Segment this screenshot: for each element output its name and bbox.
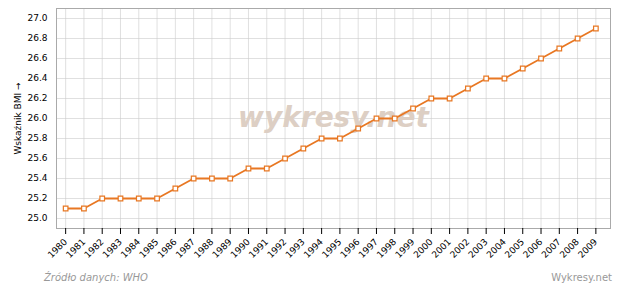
svg-text:1985: 1985 bbox=[137, 237, 160, 260]
svg-text:26.4: 26.4 bbox=[27, 73, 47, 83]
svg-text:1990: 1990 bbox=[229, 237, 252, 260]
html-text:Wykresy.net: Wykresy.net bbox=[551, 272, 612, 283]
svg-text:wykresy.net: wykresy.net bbox=[238, 101, 430, 134]
svg-text:1980: 1980 bbox=[46, 237, 69, 260]
svg-text:1998: 1998 bbox=[375, 237, 398, 260]
svg-text:2005: 2005 bbox=[503, 237, 526, 260]
svg-text:1987: 1987 bbox=[174, 237, 197, 260]
svg-text:25.8: 25.8 bbox=[27, 133, 47, 143]
svg-text:1997: 1997 bbox=[357, 237, 380, 260]
html-text:Źródło danych: WHO: Źródło danych: WHO bbox=[44, 272, 148, 283]
svg-text:1983: 1983 bbox=[101, 237, 124, 260]
svg-text:26.8: 26.8 bbox=[27, 33, 47, 43]
svg-text:2000: 2000 bbox=[412, 237, 435, 260]
svg-text:26.6: 26.6 bbox=[27, 53, 47, 63]
svg-text:1994: 1994 bbox=[302, 237, 325, 260]
svg-text:25.6: 25.6 bbox=[27, 153, 47, 163]
svg-text:Wskaźnik BMI →: Wskaźnik BMI → bbox=[13, 82, 23, 155]
svg-text:2009: 2009 bbox=[576, 237, 599, 260]
svg-text:1995: 1995 bbox=[320, 237, 343, 260]
svg-text:2007: 2007 bbox=[539, 237, 562, 260]
svg-text:2006: 2006 bbox=[521, 237, 544, 260]
svg-text:1992: 1992 bbox=[265, 237, 288, 260]
svg-text:1993: 1993 bbox=[284, 237, 307, 260]
svg-text:25.0: 25.0 bbox=[27, 213, 47, 223]
svg-text:1999: 1999 bbox=[393, 237, 416, 260]
svg-text:2003: 2003 bbox=[466, 237, 489, 260]
svg-text:1981: 1981 bbox=[64, 237, 87, 260]
svg-text:2001: 2001 bbox=[430, 237, 453, 260]
svg-text:1984: 1984 bbox=[119, 237, 142, 260]
svg-text:1991: 1991 bbox=[247, 237, 270, 260]
svg-text:27.0: 27.0 bbox=[27, 13, 47, 23]
svg-text:1989: 1989 bbox=[210, 237, 233, 260]
svg-text:2002: 2002 bbox=[448, 237, 471, 260]
svg-text:1996: 1996 bbox=[338, 237, 361, 260]
svg-text:1988: 1988 bbox=[192, 237, 215, 260]
svg-text:1982: 1982 bbox=[82, 237, 105, 260]
svg-text:25.4: 25.4 bbox=[27, 173, 47, 183]
svg-text:1986: 1986 bbox=[156, 237, 179, 260]
svg-text:2008: 2008 bbox=[558, 237, 581, 260]
svg-text:25.2: 25.2 bbox=[27, 193, 47, 203]
svg-text:2004: 2004 bbox=[485, 237, 508, 260]
svg-text:26.0: 26.0 bbox=[27, 113, 47, 123]
svg-text:26.2: 26.2 bbox=[27, 93, 47, 103]
